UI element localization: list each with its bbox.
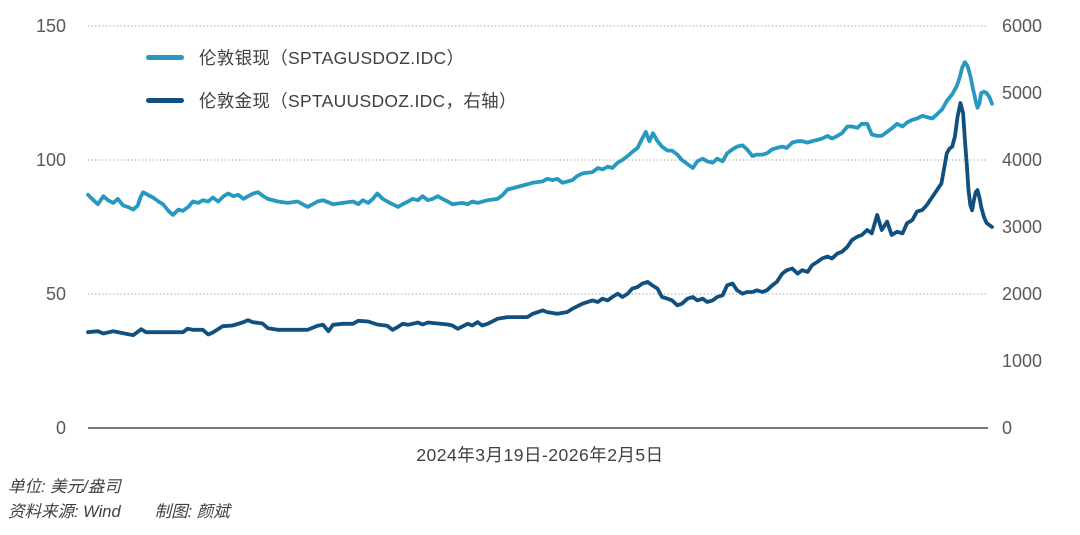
unit-note: 单位: 美元/盎司 bbox=[8, 478, 121, 496]
silver-line-swatch-icon bbox=[146, 54, 184, 60]
right-axis-tick-2000: 2000 bbox=[1002, 284, 1043, 304]
x-axis-date-range-label: 2024年3月19日-2026年2月5日 bbox=[416, 445, 664, 465]
source-line: 资料来源: Wind 制图: 颜斌 bbox=[8, 500, 230, 525]
right-axis-tick-3000: 3000 bbox=[1002, 217, 1043, 237]
right-axis-tick-1000: 1000 bbox=[1002, 351, 1043, 371]
gold-price-line bbox=[86, 101, 994, 338]
right-axis-tick-6000: 6000 bbox=[1002, 16, 1043, 36]
gold-legend-label: 伦敦金现（SPTAUUSDOZ.IDC，右轴） bbox=[199, 90, 517, 111]
right-axis-tick-0: 0 bbox=[1002, 418, 1013, 438]
silver-price-line bbox=[86, 60, 994, 217]
left-axis-tick-100: 100 bbox=[35, 150, 66, 170]
left-axis-tick-0: 0 bbox=[55, 418, 66, 438]
author-credit-note: 制图: 颜斌 bbox=[154, 503, 230, 521]
silver-legend-label: 伦敦银现（SPTAGUSDOZ.IDC） bbox=[199, 47, 465, 68]
data-source-note: 资料来源: Wind bbox=[8, 503, 121, 521]
left-axis-tick-50: 50 bbox=[45, 284, 66, 304]
legend-item-silver: 伦敦银现（SPTAGUSDOZ.IDC） bbox=[146, 44, 517, 70]
left-axis-tick-150: 150 bbox=[35, 16, 66, 36]
chart-footer: 单位: 美元/盎司 资料来源: Wind 制图: 颜斌 bbox=[8, 475, 230, 525]
gold-line-swatch-icon bbox=[146, 97, 184, 103]
right-axis-tick-4000: 4000 bbox=[1002, 150, 1043, 170]
legend: 伦敦银现（SPTAGUSDOZ.IDC） 伦敦金现（SPTAUUSDOZ.IDC… bbox=[146, 44, 517, 130]
legend-item-gold: 伦敦金现（SPTAUUSDOZ.IDC，右轴） bbox=[146, 87, 517, 113]
right-axis-tick-5000: 5000 bbox=[1002, 83, 1043, 103]
